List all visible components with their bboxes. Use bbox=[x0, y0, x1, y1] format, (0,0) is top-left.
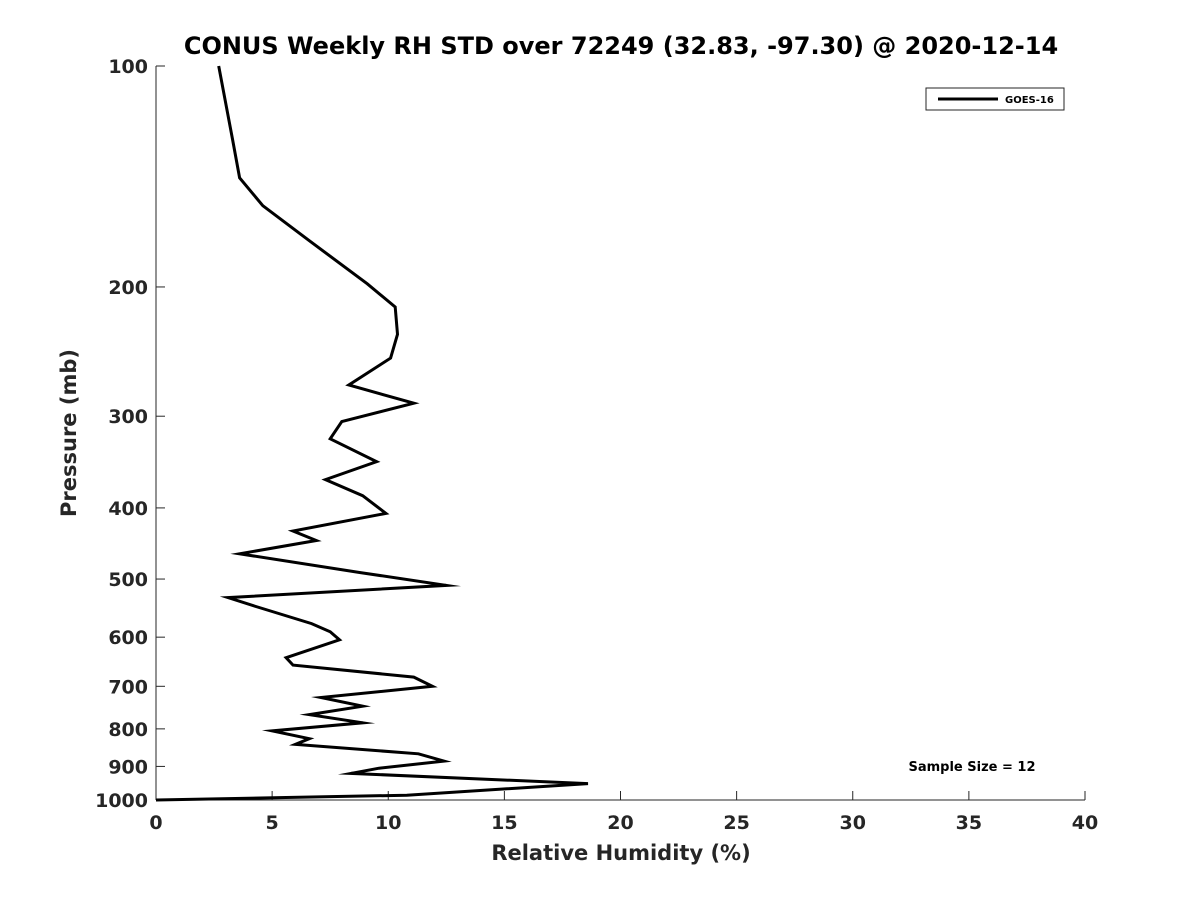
y-tick-label: 200 bbox=[108, 277, 148, 299]
y-tick-label: 800 bbox=[108, 719, 148, 741]
y-tick-label: 900 bbox=[108, 756, 148, 778]
sample-size-annotation: Sample Size = 12 bbox=[908, 760, 1035, 775]
x-tick-label: 25 bbox=[723, 812, 749, 834]
legend: GOES-16 bbox=[925, 87, 1065, 111]
x-tick-label: 20 bbox=[607, 812, 633, 834]
y-tick-label: 700 bbox=[108, 676, 148, 698]
x-tick-label: 10 bbox=[375, 812, 401, 834]
x-tick-label: 30 bbox=[840, 812, 866, 834]
y-tick-label: 100 bbox=[108, 56, 148, 78]
y-tick-label: 300 bbox=[108, 406, 148, 428]
x-axis-ticks: 0 5 10 15 20 25 30 35 40 bbox=[149, 791, 1098, 834]
x-tick-label: 0 bbox=[149, 812, 162, 834]
y-tick-label: 600 bbox=[108, 627, 148, 649]
series-layer bbox=[155, 65, 589, 802]
y-axis-ticks: 100 200 300 400 500 600 700 800 900 1000 bbox=[95, 56, 165, 812]
x-tick-label: 5 bbox=[266, 812, 279, 834]
chart-title: CONUS Weekly RH STD over 72249 (32.83, -… bbox=[184, 32, 1058, 60]
x-axis-label: Relative Humidity (%) bbox=[491, 841, 750, 865]
x-tick-label: 40 bbox=[1072, 812, 1098, 834]
y-tick-label: 1000 bbox=[95, 790, 148, 812]
series-line-goes-16 bbox=[155, 65, 589, 802]
plot-area: 0 5 10 15 20 25 30 35 40 100 200 300 400 500 600 700 80… bbox=[95, 56, 1098, 834]
y-axis-label: Pressure (mb) bbox=[57, 349, 81, 517]
y-tick-label: 400 bbox=[108, 498, 148, 520]
x-tick-label: 35 bbox=[956, 812, 982, 834]
x-tick-label: 15 bbox=[491, 812, 517, 834]
y-tick-label: 500 bbox=[108, 569, 148, 591]
legend-label-goes-16: GOES-16 bbox=[1005, 95, 1054, 106]
